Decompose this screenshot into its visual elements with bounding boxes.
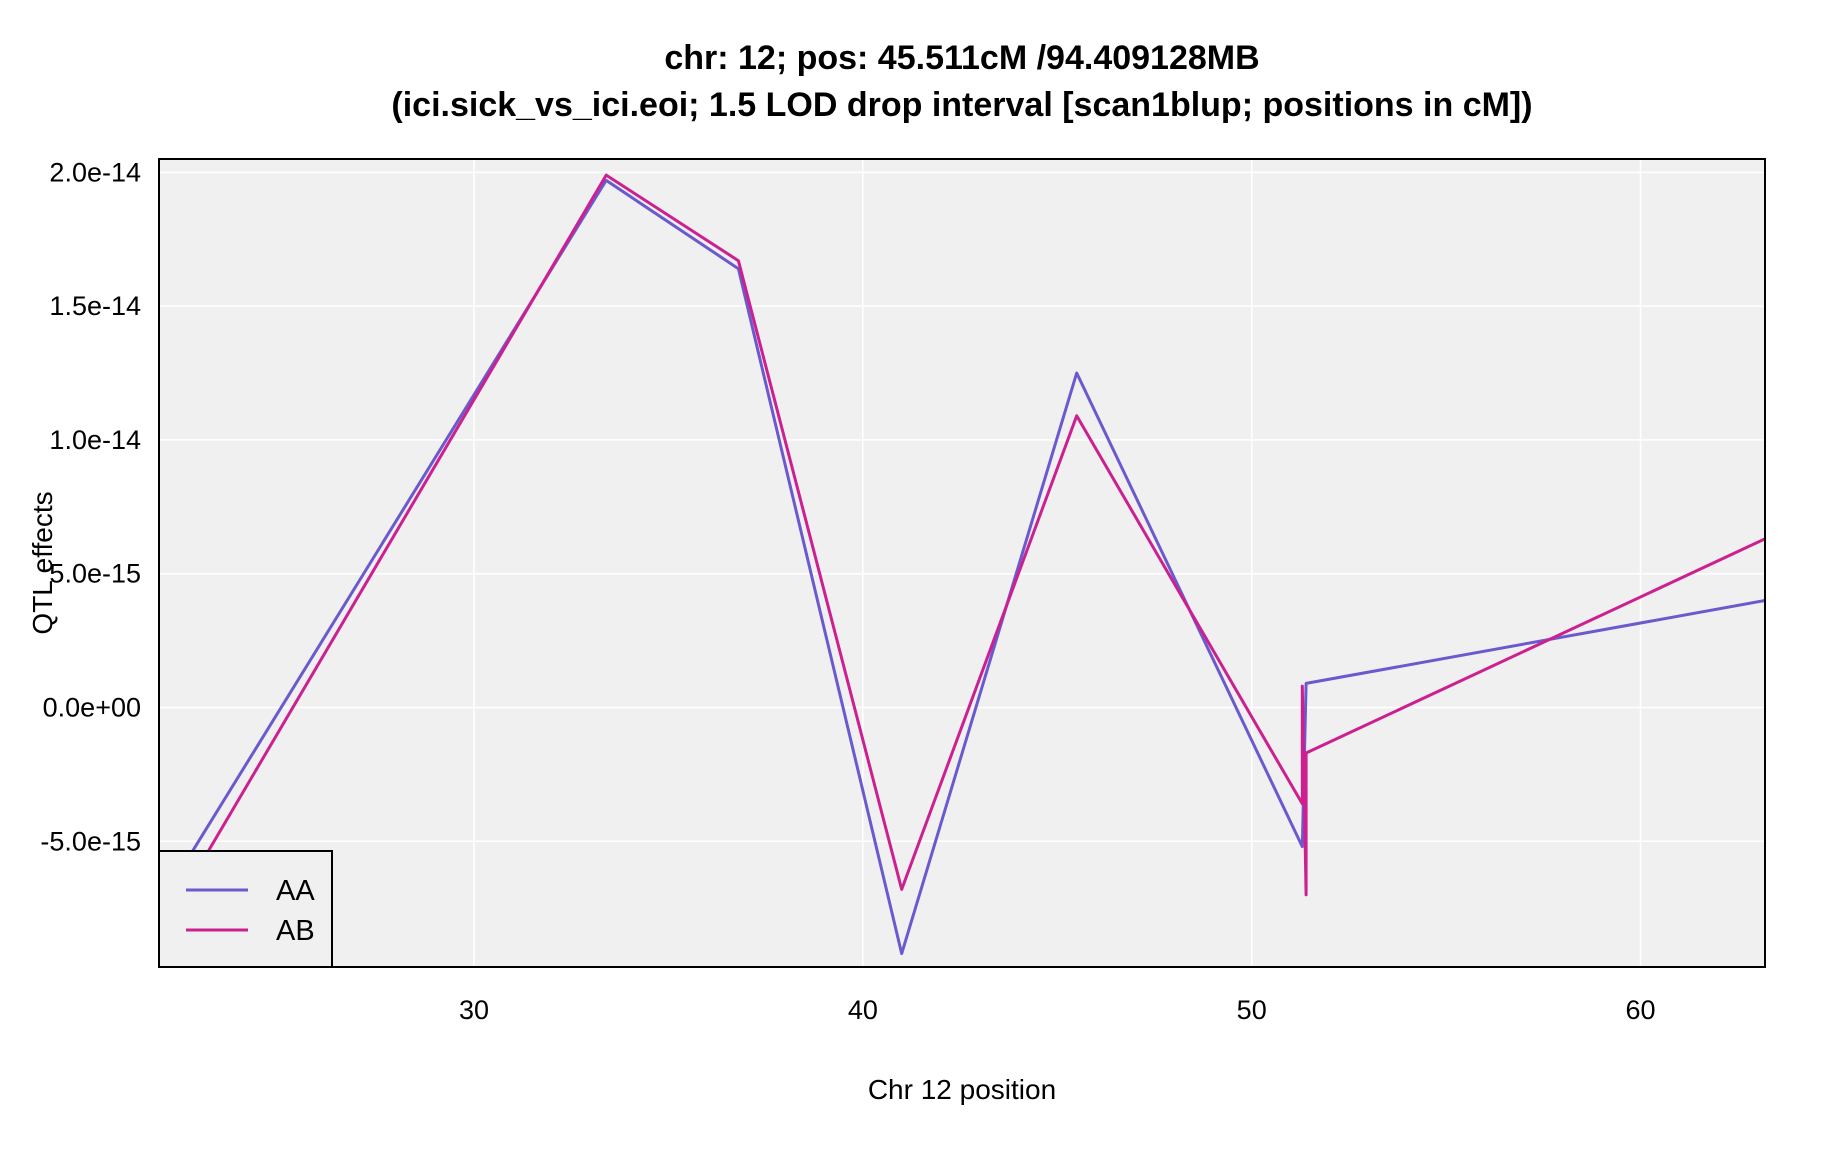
legend-label-ab: AB [276,915,315,947]
plot-background [159,159,1765,967]
x-tick-label: 30 [459,995,489,1025]
series-layer [159,173,1765,956]
x-tick-label: 40 [848,995,878,1025]
x-tick-label: 60 [1626,995,1656,1025]
x-gridlines [473,159,1642,967]
y-tick-label: 0.0e+00 [43,692,141,722]
y-tick-label: 5.0e-15 [49,559,141,589]
y-tick-label: 1.0e-14 [49,425,141,455]
plot-frame [158,158,1766,968]
y-axis-label: QTL effects [27,491,58,634]
x-tick-labels: 30 40 50 60 [459,995,1656,1025]
legend-label-aa: AA [276,875,315,907]
legend: AA AB [158,850,333,968]
x-tick-label: 50 [1237,995,1267,1025]
chart-title: chr: 12; pos: 45.511cM /94.409128MB [664,39,1259,77]
y-gridlines [159,171,1765,843]
chart-subtitle: (ici.sick_vs_ici.eoi; 1.5 LOD drop inter… [391,86,1532,124]
y-tick-labels: -5.0e-15 0.0e+00 5.0e-15 1.0e-14 1.5e-14 2.0e… [40,157,141,856]
x-axis-label: Chr 12 position [868,1074,1056,1105]
y-tick-label: -5.0e-15 [40,826,141,856]
chart-title-group: chr: 12; pos: 45.511cM /94.409128MB (ici… [391,39,1532,124]
y-tick-label: 1.5e-14 [49,291,141,321]
y-tick-label: 2.0e-14 [49,157,141,187]
series-line-aa [159,178,1765,956]
series-line-ab [159,173,1765,936]
legend-box [158,850,333,968]
